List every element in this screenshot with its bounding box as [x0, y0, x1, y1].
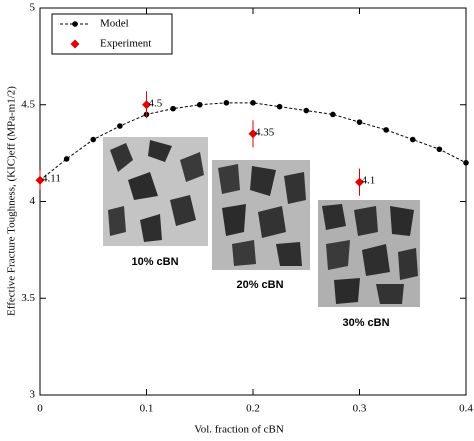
data-point	[250, 100, 256, 106]
data-label: 4.1	[362, 175, 376, 187]
x-tick-label: 0	[37, 403, 43, 415]
data-point	[90, 136, 97, 143]
legend-label: Model	[100, 18, 129, 30]
micrograph-30	[318, 200, 420, 307]
data-point	[196, 101, 203, 108]
y-tick-label: 5	[30, 2, 36, 14]
data-point	[142, 100, 151, 110]
data-point	[276, 103, 283, 110]
data-point	[170, 105, 176, 112]
legend-marker	[70, 39, 80, 49]
annotation: 30% cBN	[342, 317, 389, 329]
data-point	[63, 156, 70, 162]
data-point	[330, 111, 336, 118]
x-axis-label: Vol. fraction of cBN	[194, 424, 284, 436]
data-point	[383, 127, 389, 133]
y-tick-label: 3	[30, 389, 36, 401]
y-axis-label: Effective Fracture Toughness, (KIC)eff (…	[6, 86, 18, 316]
x-tick-label: 0.3	[353, 403, 367, 415]
y-tick-label: 4.5	[21, 98, 35, 110]
data-label: 4.35	[255, 126, 275, 138]
data-point	[303, 107, 310, 114]
data-point	[436, 146, 443, 153]
legend-box	[51, 13, 173, 55]
x-tick-label: 0.1	[140, 403, 154, 415]
annotation: 20% cBN	[236, 279, 283, 291]
data-point	[35, 175, 45, 185]
legend-label: Experiment	[100, 38, 151, 50]
x-tick-label: 0.4	[459, 403, 473, 415]
data-point	[223, 100, 230, 106]
data-point	[463, 160, 469, 166]
annotation: 10% cBN	[131, 256, 178, 268]
data-label: 4.5	[149, 97, 163, 109]
data-point	[355, 177, 364, 187]
y-tick-label: 4	[30, 195, 36, 207]
data-point	[356, 119, 363, 125]
legend-marker	[72, 21, 78, 27]
data-point	[248, 129, 258, 139]
data-point	[409, 136, 416, 143]
data-point	[117, 123, 123, 129]
micrograph-20	[212, 160, 310, 270]
model-line	[39, 102, 467, 181]
data-label: 4.11	[42, 173, 61, 185]
micrograph-10	[103, 137, 208, 246]
y-tick-label: 3.5	[21, 292, 35, 304]
x-tick-label: 0.2	[246, 403, 260, 415]
